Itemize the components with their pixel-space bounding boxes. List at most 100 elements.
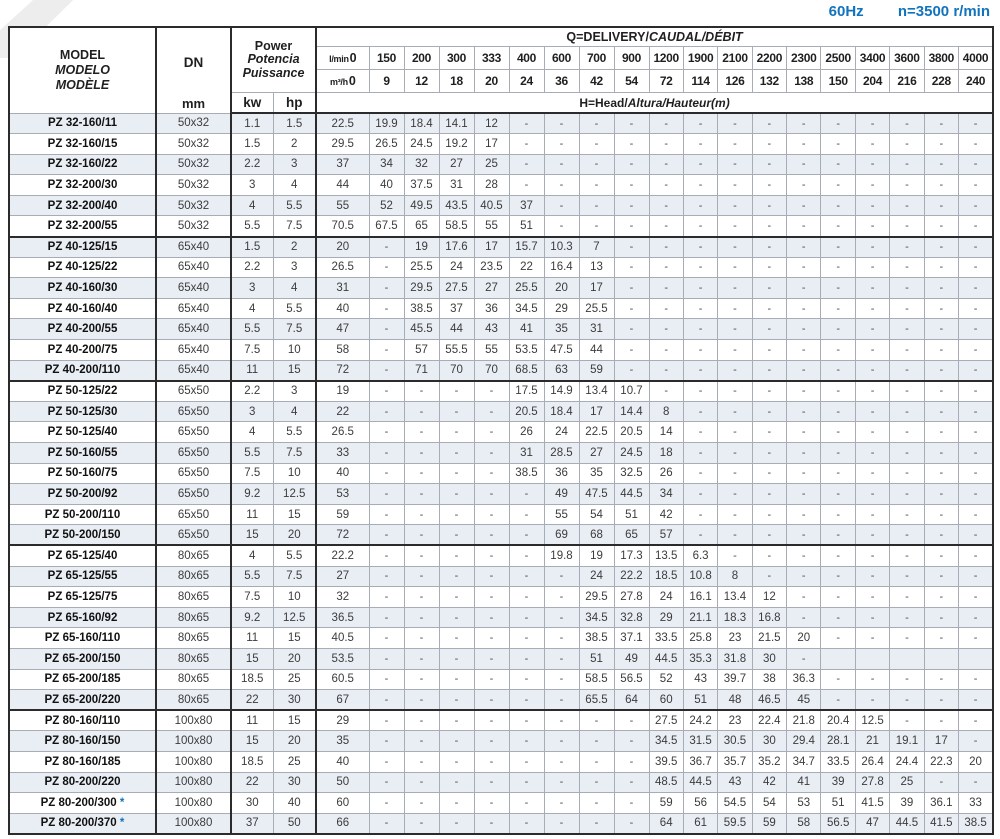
q-col-header: 700 bbox=[578, 46, 615, 70]
dn-cell: 80x65 bbox=[155, 627, 232, 649]
dn-cell: 100x80 bbox=[155, 709, 232, 732]
head-value-cell: 31.5 bbox=[682, 730, 719, 752]
head-value-cell: - bbox=[717, 133, 753, 155]
head-value-cell: - bbox=[403, 606, 440, 629]
head-value-cell: - bbox=[854, 606, 891, 629]
model-cell: PZ 40-160/40 bbox=[8, 297, 157, 320]
head-value-cell: - bbox=[958, 442, 994, 464]
head-value-cell: 22.5 bbox=[578, 421, 615, 443]
head-value-cell: - bbox=[438, 565, 475, 588]
dn-cell: 80x65 bbox=[155, 647, 232, 670]
head-value-cell: 48.5 bbox=[648, 771, 684, 794]
hp-cell: 4 bbox=[272, 174, 317, 196]
hp-cell: 40 bbox=[272, 792, 317, 814]
hp-cell: 20 bbox=[272, 647, 317, 670]
dn-cell: 100x80 bbox=[155, 730, 232, 752]
head-value-cell: 24 bbox=[543, 421, 580, 443]
hp-cell: 15 bbox=[272, 359, 317, 382]
head-value-cell: 17 bbox=[923, 730, 960, 752]
model-cell: PZ 80-160/110 bbox=[8, 709, 157, 732]
head-value-cell: - bbox=[613, 235, 650, 258]
head-value-cell: - bbox=[717, 462, 753, 485]
head-value-cell: - bbox=[438, 709, 475, 732]
head-value-cell: - bbox=[820, 379, 856, 402]
head-value-cell: 55 bbox=[473, 215, 510, 238]
hp-cell: 12.5 bbox=[272, 606, 317, 629]
head-value-cell: 17 bbox=[578, 277, 615, 299]
head-value-cell: 60 bbox=[315, 792, 370, 814]
dn-cell: 65x40 bbox=[155, 256, 232, 279]
head-value-cell: - bbox=[958, 565, 994, 588]
head-value-cell: - bbox=[854, 400, 891, 423]
head-value-cell: - bbox=[889, 462, 925, 485]
head-value-cell: - bbox=[473, 379, 510, 402]
head-value-cell: 32.8 bbox=[613, 606, 650, 629]
pump-row: PZ 80-200/300 * 100x80 30 40 60- - - - - - - -59 56 5… bbox=[8, 792, 994, 814]
head-value-cell: - bbox=[751, 544, 788, 567]
kw-cell: 11 bbox=[230, 359, 274, 382]
head-value-cell: - bbox=[786, 565, 822, 588]
head-value-cell: - bbox=[717, 339, 753, 361]
head-value-cell: 29.5 bbox=[315, 133, 370, 155]
head-value-cell: - bbox=[368, 256, 405, 279]
head-value-cell: - bbox=[682, 194, 719, 217]
head-value-cell: - bbox=[543, 565, 580, 588]
head-value-cell: - bbox=[889, 256, 925, 279]
head-value-cell: - bbox=[786, 524, 822, 546]
head-value-cell: - bbox=[786, 606, 822, 629]
head-value-cell: 36.1 bbox=[923, 792, 960, 814]
kw-cell: 3 bbox=[230, 277, 274, 299]
head-value-cell: - bbox=[508, 586, 545, 608]
head-value-cell: 55 bbox=[543, 503, 580, 526]
m3h-header-row: m³/h0 9 12 18 20 24 36 42 54 72 114 126 132 138 150 204… bbox=[9, 69, 994, 93]
head-value-cell: - bbox=[578, 133, 615, 155]
head-value-cell: - bbox=[854, 503, 891, 526]
kw-cell: 3 bbox=[230, 400, 274, 423]
head-value-cell: - bbox=[854, 483, 891, 505]
head-value-cell: 17 bbox=[578, 400, 615, 423]
head-value-cell: 22.5 bbox=[315, 112, 370, 135]
head-value-cell: - bbox=[403, 544, 440, 567]
kw-cell: 4 bbox=[230, 194, 274, 217]
head-value-cell: - bbox=[368, 792, 405, 814]
head-value-cell: 27.8 bbox=[854, 771, 891, 794]
head-value-cell: - bbox=[368, 565, 405, 588]
head-value-cell: 28.1 bbox=[820, 730, 856, 752]
head-value-cell: - bbox=[820, 606, 856, 629]
head-value-cell: - bbox=[473, 544, 510, 567]
head-value-cell: - bbox=[786, 194, 822, 217]
dn-cell: 65x40 bbox=[155, 235, 232, 258]
head-value-cell: 42 bbox=[751, 771, 788, 794]
header-row-units: kw hp H=Head/Altura/Hauteur(m) bbox=[9, 92, 994, 114]
head-value-cell: - bbox=[682, 277, 719, 299]
head-value-cell: 17.3 bbox=[613, 544, 650, 567]
head-value-cell: - bbox=[682, 297, 719, 320]
head-value-cell: - bbox=[613, 792, 650, 814]
head-value-cell: 41.5 bbox=[923, 812, 960, 835]
head-value-cell: - bbox=[403, 565, 440, 588]
head-value-cell: - bbox=[473, 689, 510, 711]
head-value-cell: - bbox=[543, 194, 580, 217]
head-value-cell: - bbox=[473, 462, 510, 485]
kw-cell: 18.5 bbox=[230, 750, 274, 773]
head-value-cell: - bbox=[854, 586, 891, 608]
head-value-cell: - bbox=[923, 153, 960, 176]
head-value-cell: 43 bbox=[682, 668, 719, 691]
head-value-cell bbox=[958, 647, 994, 670]
head-value-cell: 43 bbox=[717, 771, 753, 794]
head-value-cell: - bbox=[368, 750, 405, 773]
head-value-cell: 37.1 bbox=[613, 627, 650, 649]
head-value-cell: 24 bbox=[648, 586, 684, 608]
hp-cell: 20 bbox=[272, 524, 317, 546]
head-value-cell: 22.2 bbox=[315, 544, 370, 567]
head-value-cell: - bbox=[786, 647, 822, 670]
head-value-cell: - bbox=[473, 503, 510, 526]
head-value-cell: - bbox=[368, 442, 405, 464]
head-value-cell: - bbox=[438, 668, 475, 691]
head-value-cell: 22 bbox=[315, 400, 370, 423]
q-col-header: 72 bbox=[648, 69, 684, 93]
pump-row: PZ 80-160/150 100x80 15 20 35- - - - - - - -34.5 31.… bbox=[8, 730, 994, 752]
head-value-cell: - bbox=[820, 503, 856, 526]
frequency-label: 60Hz bbox=[828, 3, 864, 20]
head-value-cell: - bbox=[786, 359, 822, 382]
